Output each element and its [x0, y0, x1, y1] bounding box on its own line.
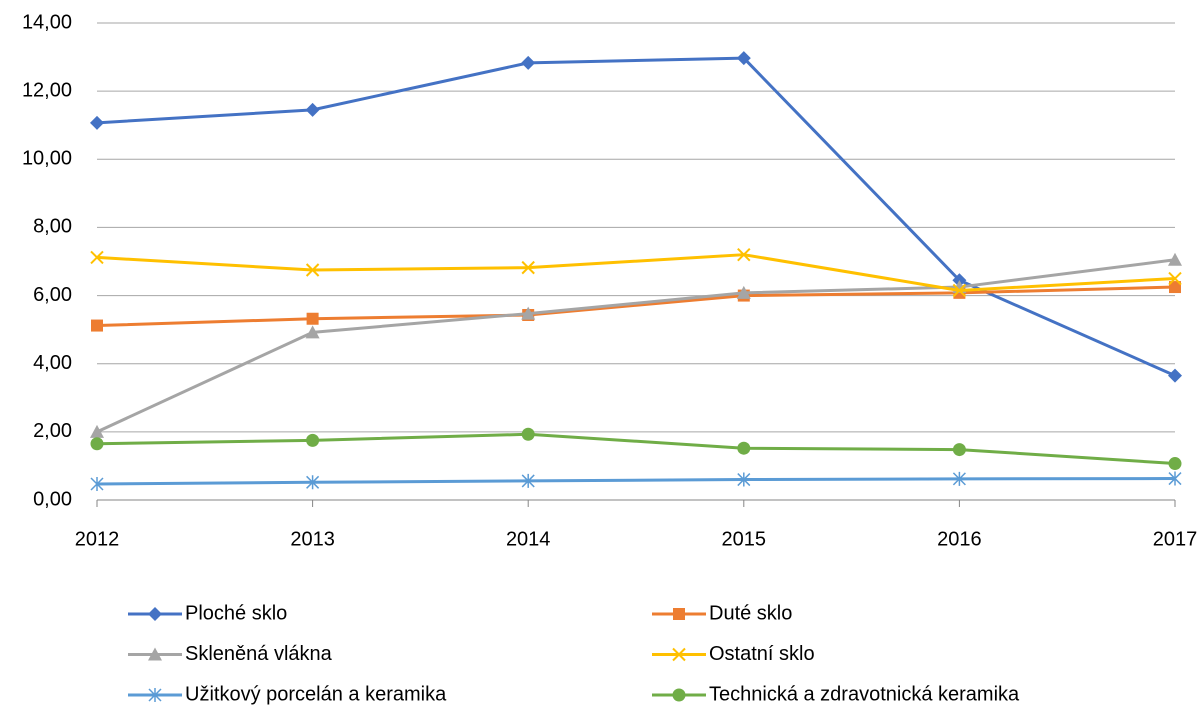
- legend-label: Skleněná vlákna: [185, 643, 333, 665]
- y-tick-label: 14,00: [22, 11, 72, 33]
- x-tick-label: 2017: [1153, 528, 1198, 550]
- marker: [737, 441, 751, 455]
- marker: [521, 260, 535, 275]
- x-tick-label: 2015: [722, 528, 767, 550]
- series-line: [96, 253, 1176, 292]
- marker: [521, 427, 535, 441]
- marker: [952, 443, 966, 457]
- marker: [306, 312, 319, 325]
- marker: [305, 102, 320, 117]
- marker: [736, 285, 751, 299]
- y-tick-label: 12,00: [22, 79, 72, 101]
- marker: [1168, 271, 1182, 286]
- marker: [521, 55, 536, 70]
- y-tick-label: 0,00: [33, 488, 72, 510]
- marker: [148, 607, 162, 621]
- legend-label: Duté sklo: [709, 602, 792, 624]
- marker: [91, 319, 103, 332]
- series-line: [96, 285, 1176, 328]
- x-tick-label: 2012: [75, 528, 120, 550]
- series-line: [96, 56, 1176, 378]
- series-line: [96, 432, 1176, 466]
- marker: [90, 476, 104, 491]
- marker: [1168, 368, 1182, 383]
- series-line: [96, 477, 1176, 486]
- legend-label: Ploché sklo: [185, 602, 287, 624]
- marker: [305, 325, 320, 339]
- legend-label: Technická a zdravotnická keramika: [709, 683, 1020, 705]
- marker: [148, 647, 162, 661]
- legend-label: Užitkový porcelán a keramika: [185, 683, 447, 705]
- marker: [90, 424, 104, 438]
- marker: [1168, 457, 1182, 471]
- y-tick-label: 6,00: [33, 284, 72, 306]
- marker: [90, 115, 104, 130]
- x-tick-label: 2016: [937, 528, 982, 550]
- marker: [521, 306, 536, 320]
- marker: [952, 471, 966, 486]
- marker: [90, 250, 104, 265]
- marker: [672, 647, 686, 662]
- x-tick-label: 2013: [290, 528, 335, 550]
- marker: [306, 475, 320, 490]
- legend-label: Ostatní sklo: [709, 643, 815, 665]
- marker: [736, 51, 751, 66]
- marker: [673, 608, 685, 620]
- marker: [521, 473, 535, 488]
- marker: [148, 688, 162, 702]
- marker: [90, 437, 104, 451]
- y-tick-label: 8,00: [33, 216, 72, 238]
- marker: [305, 263, 320, 277]
- marker: [737, 472, 751, 487]
- y-tick-label: 2,00: [33, 420, 72, 442]
- marker: [1168, 471, 1182, 486]
- marker: [737, 247, 751, 262]
- marker: [1168, 252, 1182, 266]
- y-tick-label: 10,00: [22, 148, 72, 170]
- series-line: [96, 258, 1176, 434]
- y-tick-label: 4,00: [33, 352, 72, 374]
- marker: [1169, 281, 1181, 294]
- x-tick-label: 2014: [506, 528, 551, 550]
- marker: [672, 688, 686, 702]
- marker: [952, 283, 967, 298]
- marker: [306, 433, 320, 447]
